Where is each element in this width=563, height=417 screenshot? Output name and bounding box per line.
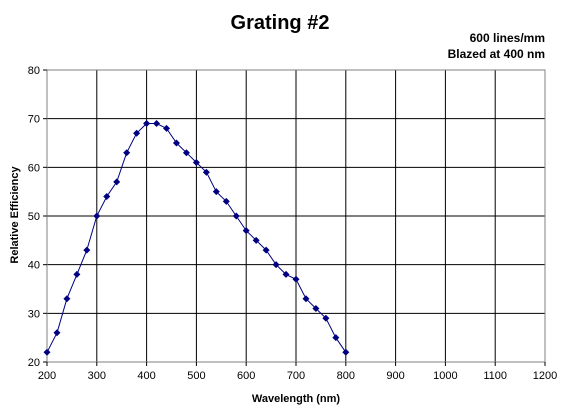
x-axis-label: Wavelength (nm) [252,393,341,405]
efficiency-data-points [43,120,350,356]
chart-annotation-lines: 600 lines/mm [470,31,545,45]
data-point-marker [182,149,190,157]
x-tick-label: 400 [137,370,155,382]
data-point-marker [272,261,280,269]
y-tick-label: 50 [28,211,40,223]
data-point-marker [312,304,320,312]
data-point-marker [342,348,350,356]
x-tick-label: 1200 [533,370,557,382]
y-tick-label: 40 [28,260,40,272]
data-point-marker [163,124,171,132]
data-point-marker [63,295,71,303]
data-point-marker [53,329,61,337]
x-tick-label: 1100 [483,370,507,382]
data-point-marker [252,236,260,244]
data-point-marker [192,158,200,166]
data-point-marker [332,334,340,342]
data-point-marker [202,168,210,176]
y-axis-label: Relative Efficiency [9,166,21,264]
data-point-marker [302,295,310,303]
y-tick-label: 60 [28,162,40,174]
x-tick-label: 1000 [433,370,457,382]
data-point-marker [83,246,91,254]
data-point-marker [282,270,290,278]
chart-title: Grating #2 [231,12,330,34]
data-point-marker [123,149,131,157]
data-point-marker [103,193,111,201]
data-point-marker [143,120,151,128]
y-tick-label: 30 [28,308,40,320]
x-axis-tick-labels: 200 300 400 500 600 700 800 900 1000 1100 1200 [38,362,557,382]
x-tick-label: 900 [386,370,404,382]
x-tick-label: 700 [287,370,305,382]
y-axis-tick-labels: 20 30 40 50 60 70 80 [28,65,47,369]
x-tick-label: 300 [88,370,106,382]
y-tick-label: 70 [28,114,40,126]
data-point-marker [43,348,51,356]
data-point-marker [73,270,81,278]
data-point-marker [292,275,300,283]
data-point-marker [172,139,180,147]
chart-annotation-blaze: Blazed at 400 nm [448,47,545,61]
y-tick-label: 20 [28,357,40,369]
x-tick-label: 500 [187,370,205,382]
y-tick-label: 80 [28,65,40,77]
data-point-marker [242,227,250,235]
x-tick-label: 600 [237,370,255,382]
data-point-marker [93,212,101,220]
data-point-marker [262,246,270,254]
data-point-marker [133,129,141,137]
data-point-marker [232,212,240,220]
x-tick-label: 200 [38,370,56,382]
data-point-marker [212,188,220,196]
data-point-marker [153,120,161,128]
data-point-marker [113,178,121,186]
data-point-marker [322,314,330,322]
data-point-marker [222,197,230,205]
x-tick-label: 800 [337,370,355,382]
